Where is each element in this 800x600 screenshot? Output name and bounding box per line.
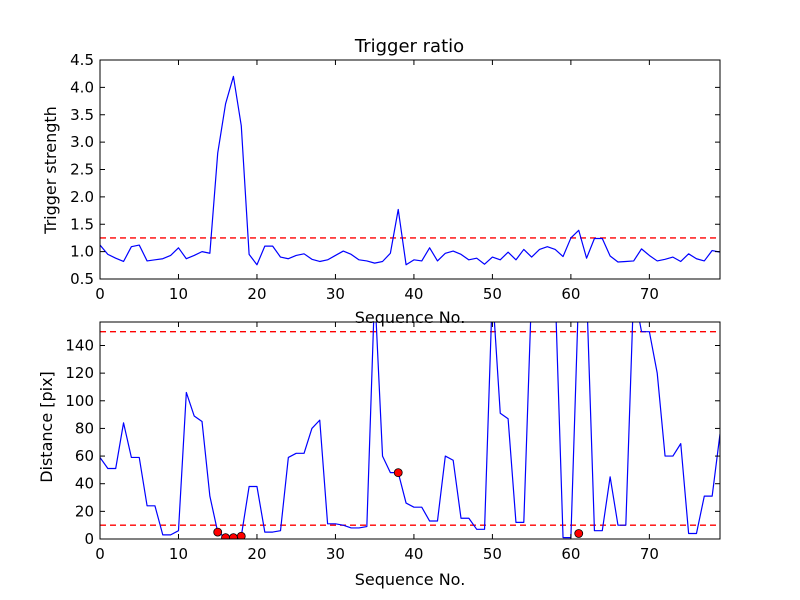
marker-point-3: [236, 531, 246, 539]
bottom-y-ticks: 0 20 40 60 80 100 120 140: [65, 336, 720, 548]
bottom-panel: 0 10 20 30 40 50 60 70 0 20 40 60 80 100 120 140 Seque…: [37, 321, 721, 589]
top-plot-area: [100, 75, 720, 266]
x-tick-label-6: 60: [561, 545, 580, 563]
top-y-ticks: 0.5 1.0 1.5 2.0 2.5 3.0 3.5 4.0 4.5: [70, 51, 720, 288]
chart-title: Trigger ratio: [354, 36, 464, 57]
top-y-axis-label: Trigger strength: [41, 106, 60, 235]
x-tick-label-5: 50: [483, 545, 502, 563]
top-x-axis-label: Sequence No.: [355, 308, 466, 327]
bottom-x-axis-label: Sequence No.: [355, 570, 466, 589]
bottom-x-ticks: 0 10 20 30 40 50 60 70: [95, 322, 659, 563]
series-line-0: [100, 75, 720, 266]
marker-point-0: [213, 527, 223, 537]
marker-point-4: [393, 468, 403, 478]
bottom-y-axis-label: Distance [pix]: [37, 371, 56, 483]
y-tick-label-5: 3.0: [70, 133, 94, 151]
x-tick-label-5: 50: [483, 285, 502, 303]
x-tick-label-0: 0: [95, 545, 105, 563]
y-tick-label-4: 80: [75, 419, 94, 437]
bottom-axes-frame: [99, 321, 721, 540]
x-tick-label-3: 30: [326, 285, 345, 303]
x-tick-label-1: 10: [169, 545, 188, 563]
y-tick-label-2: 1.5: [70, 215, 94, 233]
y-tick-label-8: 4.5: [70, 51, 94, 69]
top-panel: Trigger ratio 0 10 20 30 40 50 60 70 0.5 1.0 1.5 2…: [41, 36, 721, 327]
y-tick-label-0: 0: [84, 530, 94, 548]
y-tick-label-3: 60: [75, 447, 94, 465]
y-tick-label-3: 2.0: [70, 188, 94, 206]
y-tick-label-5: 100: [65, 392, 94, 410]
y-tick-label-6: 120: [65, 364, 94, 382]
x-tick-label-7: 70: [640, 545, 659, 563]
marker-point-2: [229, 533, 238, 539]
y-tick-label-4: 2.5: [70, 161, 94, 179]
y-tick-label-7: 4.0: [70, 78, 94, 96]
y-tick-label-1: 20: [75, 502, 94, 520]
marker-point-5: [574, 529, 584, 538]
x-tick-label-3: 30: [326, 545, 345, 563]
y-tick-label-2: 40: [75, 475, 94, 493]
top-x-ticks: 0 10 20 30 40 50 60 70: [95, 60, 659, 303]
x-tick-label-4: 40: [404, 545, 423, 563]
y-tick-label-7: 140: [65, 336, 94, 354]
marker-point-1: [221, 533, 230, 539]
series-line-0: [100, 322, 720, 539]
x-tick-label-7: 70: [640, 285, 659, 303]
y-tick-label-6: 3.5: [70, 106, 94, 124]
x-tick-label-1: 10: [169, 285, 188, 303]
x-tick-label-4: 40: [404, 285, 423, 303]
x-tick-label-2: 20: [247, 285, 266, 303]
top-axes-frame: [99, 59, 721, 280]
y-tick-label-0: 0.5: [70, 270, 94, 288]
y-tick-label-1: 1.0: [70, 243, 94, 261]
bottom-plot-area: [100, 322, 720, 539]
x-tick-label-6: 60: [561, 285, 580, 303]
x-tick-label-2: 20: [247, 545, 266, 563]
x-tick-label-0: 0: [95, 285, 105, 303]
